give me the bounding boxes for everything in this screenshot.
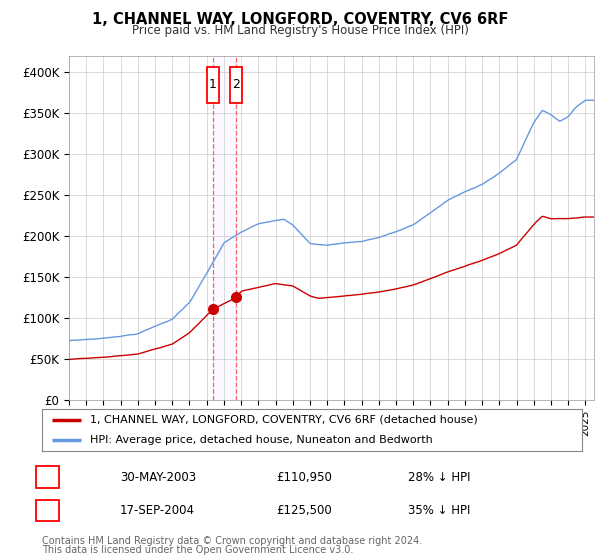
Text: Price paid vs. HM Land Registry's House Price Index (HPI): Price paid vs. HM Land Registry's House … xyxy=(131,24,469,37)
Text: 1: 1 xyxy=(209,78,217,91)
Text: 1: 1 xyxy=(44,470,51,484)
Text: 1, CHANNEL WAY, LONGFORD, COVENTRY, CV6 6RF (detached house): 1, CHANNEL WAY, LONGFORD, COVENTRY, CV6 … xyxy=(89,415,477,424)
Text: 1, CHANNEL WAY, LONGFORD, COVENTRY, CV6 6RF: 1, CHANNEL WAY, LONGFORD, COVENTRY, CV6 … xyxy=(92,12,508,27)
FancyBboxPatch shape xyxy=(230,67,242,102)
FancyBboxPatch shape xyxy=(207,67,219,102)
Text: 2: 2 xyxy=(44,504,51,517)
Text: 35% ↓ HPI: 35% ↓ HPI xyxy=(408,504,470,517)
Text: 17-SEP-2004: 17-SEP-2004 xyxy=(120,504,195,517)
Text: This data is licensed under the Open Government Licence v3.0.: This data is licensed under the Open Gov… xyxy=(42,545,353,556)
Bar xyxy=(213,56,236,400)
Text: £110,950: £110,950 xyxy=(276,470,332,484)
Text: £125,500: £125,500 xyxy=(276,504,332,517)
Text: 28% ↓ HPI: 28% ↓ HPI xyxy=(408,470,470,484)
Text: HPI: Average price, detached house, Nuneaton and Bedworth: HPI: Average price, detached house, Nune… xyxy=(89,435,432,445)
Text: 30-MAY-2003: 30-MAY-2003 xyxy=(120,470,196,484)
Text: Contains HM Land Registry data © Crown copyright and database right 2024.: Contains HM Land Registry data © Crown c… xyxy=(42,536,422,547)
Text: 2: 2 xyxy=(232,78,240,91)
